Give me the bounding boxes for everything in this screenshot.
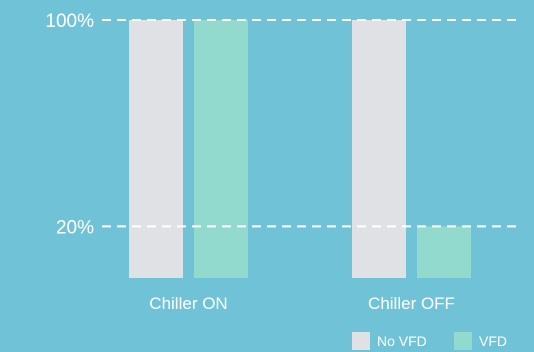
- legend-swatch-vfd: [454, 332, 472, 350]
- category-label: Chiller OFF: [368, 294, 455, 313]
- category-labels-layer: Chiller ON Chiller OFF: [149, 294, 455, 313]
- legend: No VFD VFD: [352, 332, 507, 350]
- legend-swatch-no-vfd: [352, 332, 370, 350]
- bar-vfd-2: [417, 226, 471, 278]
- bar-no-vfd-1: [129, 20, 183, 278]
- gridlines-layer: [102, 19, 520, 228]
- bars-layer: [129, 20, 471, 278]
- legend-label: VFD: [479, 333, 507, 349]
- y-tick-label: 100%: [45, 11, 94, 32]
- bar-no-vfd-2: [352, 20, 406, 278]
- y-tick-label: 20%: [56, 217, 94, 238]
- bar-vfd-1: [194, 20, 248, 278]
- category-label: Chiller ON: [149, 294, 227, 313]
- legend-label: No VFD: [377, 333, 427, 349]
- tick-labels-layer: 20% 100%: [45, 11, 94, 238]
